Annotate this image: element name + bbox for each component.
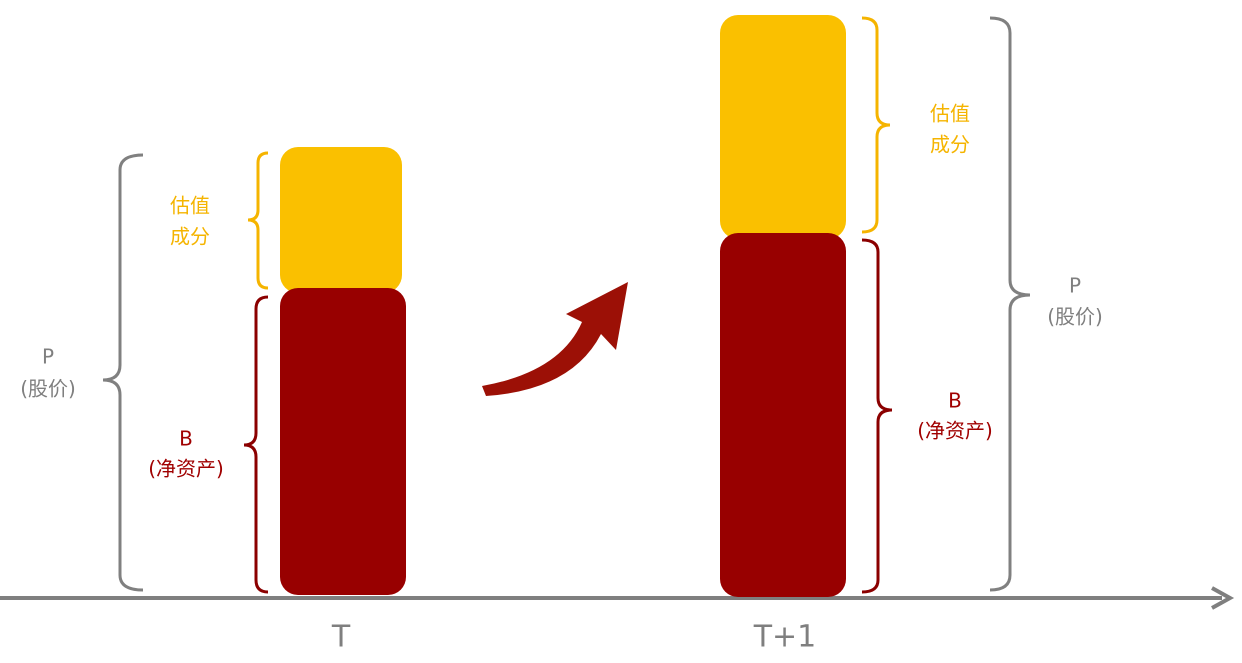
valuation-label: 成分 bbox=[930, 133, 970, 157]
valuation-label: 估值 bbox=[170, 194, 210, 218]
axis-label: T bbox=[331, 620, 351, 655]
book-label: (净资产) bbox=[148, 457, 224, 481]
price-label: (股价) bbox=[20, 377, 76, 401]
price-brace bbox=[989, 16, 1031, 592]
price-brace bbox=[102, 153, 144, 592]
book-label: (净资产) bbox=[917, 419, 993, 443]
book-brace bbox=[861, 238, 893, 594]
valuation-label: 成分 bbox=[170, 225, 210, 249]
book-label: B bbox=[948, 389, 962, 413]
valuation-label: 估值 bbox=[930, 102, 970, 126]
axis-label: T+1 bbox=[753, 620, 817, 655]
valuation-block bbox=[720, 15, 846, 239]
valuation-brace bbox=[861, 16, 891, 234]
book-block bbox=[720, 233, 846, 597]
valuation-block bbox=[280, 147, 402, 293]
price-label: P bbox=[1069, 274, 1081, 298]
price-label: (股价) bbox=[1047, 305, 1103, 329]
price-label: P bbox=[42, 345, 54, 369]
growth-arrow bbox=[482, 282, 628, 396]
valuation-brace bbox=[247, 151, 269, 290]
book-brace bbox=[243, 295, 269, 594]
book-block bbox=[280, 288, 406, 595]
axis-arrowhead bbox=[1211, 586, 1235, 610]
book-label: B bbox=[179, 427, 193, 451]
